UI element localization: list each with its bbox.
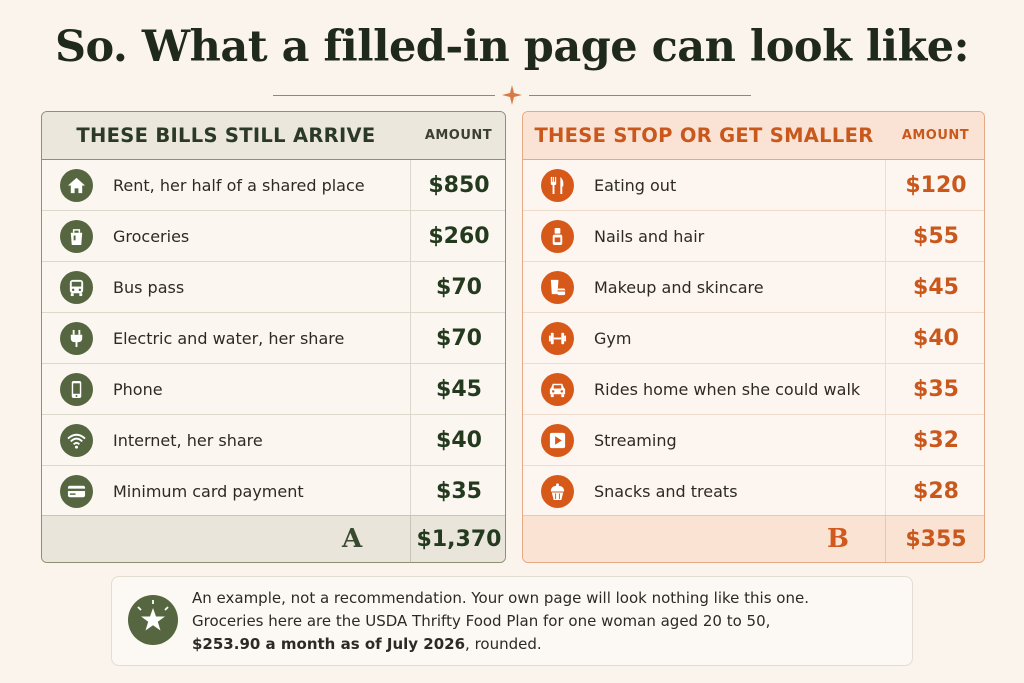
- panel-b-amount-label: AMOUNT: [901, 128, 970, 143]
- row-amount: $45: [885, 262, 984, 313]
- row-amount: $40: [885, 313, 984, 364]
- row-label: Makeup and skincare: [594, 278, 764, 297]
- bills-still-arrive-panel: THESE BILLS STILL ARRIVE AMOUNT Rent, he…: [41, 111, 506, 563]
- row-label: Gym: [594, 329, 632, 348]
- note-line-1: An example, not a recommendation. Your o…: [192, 589, 809, 607]
- table-row: Phone $45: [42, 364, 505, 415]
- nail-polish-icon: [541, 220, 574, 253]
- table-row: Bus pass $70: [42, 262, 505, 313]
- note-text: An example, not a recommendation. Your o…: [192, 587, 809, 656]
- row-label: Groceries: [113, 227, 190, 246]
- table-row: Nails and hair $55: [523, 211, 984, 262]
- table-row: Eating out $120: [523, 160, 984, 211]
- table-row: Minimum card payment $35: [42, 466, 505, 517]
- panel-a-total: $1,370: [410, 516, 505, 562]
- row-amount: $35: [885, 364, 984, 415]
- row-label: Minimum card payment: [113, 482, 304, 501]
- page-title: So. What a filled-in page can look like:: [54, 22, 970, 72]
- title-divider-right: [529, 95, 751, 96]
- panel-a-total-row: A $1,370: [42, 515, 505, 562]
- home-icon: [60, 169, 93, 202]
- row-amount: $120: [885, 160, 984, 211]
- dumbbell-icon: [541, 322, 574, 355]
- panel-b-header: THESE STOP OR GET SMALLER AMOUNT: [523, 112, 984, 160]
- row-label: Phone: [113, 380, 163, 399]
- row-amount: $40: [410, 415, 505, 466]
- row-amount: $55: [885, 211, 984, 262]
- row-amount: $28: [885, 466, 984, 517]
- plug-icon: [60, 322, 93, 355]
- cupcake-icon: [541, 475, 574, 508]
- row-amount: $32: [885, 415, 984, 466]
- play-icon: [541, 424, 574, 457]
- grocery-bag-icon: [60, 220, 93, 253]
- row-label: Streaming: [594, 431, 677, 450]
- row-label: Bus pass: [113, 278, 185, 297]
- row-label: Eating out: [594, 176, 677, 195]
- row-amount: $70: [410, 313, 505, 364]
- note-line-2: Groceries here are the USDA Thrifty Food…: [192, 612, 771, 630]
- fork-knife-icon: [541, 169, 574, 202]
- table-row: Groceries $260: [42, 211, 505, 262]
- table-row: Makeup and skincare $45: [523, 262, 984, 313]
- row-amount: $850: [410, 160, 505, 211]
- row-amount: $35: [410, 466, 505, 517]
- table-row: Rides home when she could walk $35: [523, 364, 984, 415]
- panel-a-heading: THESE BILLS STILL ARRIVE: [76, 124, 376, 147]
- table-row: Gym $40: [523, 313, 984, 364]
- row-label: Nails and hair: [594, 227, 705, 246]
- bus-icon: [60, 271, 93, 304]
- row-label: Internet, her share: [113, 431, 263, 450]
- car-icon: [541, 373, 574, 406]
- row-amount: $70: [410, 262, 505, 313]
- row-label: Electric and water, her share: [113, 329, 345, 348]
- note-line-3: $253.90 a month as of July 2026, rounded…: [192, 633, 809, 656]
- panel-b-letter: B: [827, 524, 849, 554]
- table-row: Electric and water, her share $70: [42, 313, 505, 364]
- panel-a-header: THESE BILLS STILL ARRIVE AMOUNT: [42, 112, 505, 160]
- star-badge-icon: [128, 595, 178, 645]
- wifi-icon: [60, 424, 93, 457]
- title-divider-left: [273, 95, 495, 96]
- row-amount: $260: [410, 211, 505, 262]
- panel-a-amount-label: AMOUNT: [424, 128, 493, 143]
- phone-icon: [60, 373, 93, 406]
- row-label: Snacks and treats: [594, 482, 738, 501]
- skincare-icon: [541, 271, 574, 304]
- panel-b-total-row: B $355: [523, 515, 984, 562]
- credit-card-icon: [60, 475, 93, 508]
- table-row: Internet, her share $40: [42, 415, 505, 466]
- row-label: Rent, her half of a shared place: [113, 176, 365, 195]
- table-row: Rent, her half of a shared place $850: [42, 160, 505, 211]
- example-note: An example, not a recommendation. Your o…: [111, 576, 913, 666]
- panel-b-heading: THESE STOP OR GET SMALLER: [534, 124, 874, 147]
- row-label: Rides home when she could walk: [594, 380, 861, 399]
- table-row: Streaming $32: [523, 415, 984, 466]
- table-row: Snacks and treats $28: [523, 466, 984, 517]
- row-amount: $45: [410, 364, 505, 415]
- stop-or-get-smaller-panel: THESE STOP OR GET SMALLER AMOUNT Eating …: [522, 111, 985, 563]
- panel-b-total: $355: [885, 516, 984, 562]
- note-line-3-rest: , rounded.: [465, 635, 542, 653]
- panel-a-letter: A: [342, 524, 363, 554]
- sparkle-icon: [502, 85, 522, 105]
- note-line-3-bold: $253.90 a month as of July 2026: [192, 635, 466, 653]
